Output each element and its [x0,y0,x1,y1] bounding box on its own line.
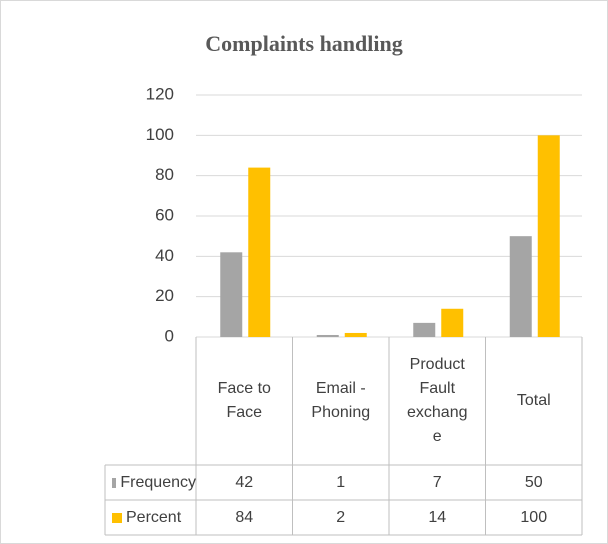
y-tick-label: 80 [155,165,174,184]
category-text: Product Fault exchange [407,356,468,445]
y-tick-label: 0 [165,326,174,345]
y-tick-label: 40 [155,246,174,265]
table-value: 84 [235,508,254,526]
category-text: Total [516,392,551,409]
chart-title: Complaints handling [205,31,402,56]
table-value: 1 [336,473,346,491]
category-label: Email - Phoning [293,337,390,465]
legend-entry: Percent [105,500,196,535]
table-value: 7 [432,473,442,491]
bar [316,334,339,337]
y-tick-label: 120 [146,84,174,103]
bar [344,332,367,337]
bar [509,236,532,337]
legend-entry: Frequency [105,465,196,500]
legend-label: Percent [126,508,182,526]
table-value: 100 [520,508,548,526]
y-tick-label: 100 [146,125,174,144]
category-label: Face to Face [196,337,293,465]
category-text: Email - Phoning [311,380,371,421]
bar [220,252,243,337]
legend-key [112,477,117,488]
y-tick-label: 20 [155,286,174,305]
category-label: Total [486,337,583,465]
bar [413,322,436,337]
legend-label: Frequency [120,473,196,491]
bar [248,167,271,337]
bar [537,135,560,337]
table-value: 50 [524,473,543,491]
category-text: Face to Face [217,380,271,421]
table-value: 2 [336,508,346,526]
table-value: 14 [428,508,447,526]
legend-key [112,512,122,523]
y-tick-label: 60 [155,205,174,224]
category-label: Product Fault exchange [389,337,486,465]
table-value: 42 [235,473,254,491]
bar [441,308,464,337]
